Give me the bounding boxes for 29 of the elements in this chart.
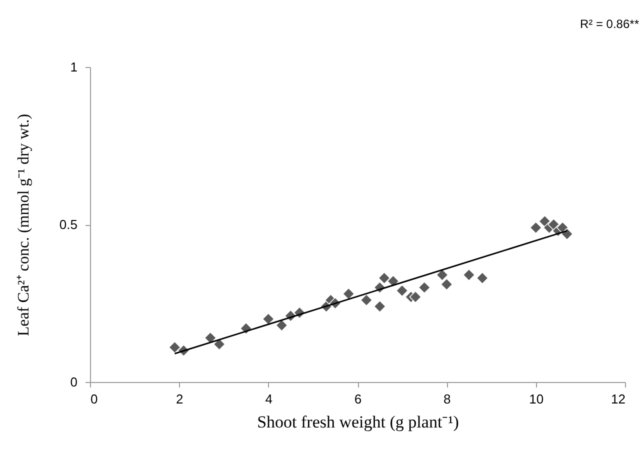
point	[387, 275, 400, 288]
point	[418, 281, 430, 294]
point	[262, 312, 274, 326]
point	[374, 300, 386, 312]
x-tick-label: 10	[529, 392, 544, 406]
point	[530, 222, 542, 234]
x-tick-label: 8	[444, 392, 451, 406]
y-axis-title: Leaf Ca²⁺ conc. (mmol g⁻¹ dry wt.)	[15, 114, 32, 336]
point	[276, 319, 288, 332]
point	[396, 284, 408, 297]
point	[342, 288, 355, 300]
point	[409, 290, 422, 304]
point	[378, 272, 390, 284]
point	[560, 228, 574, 240]
x-tick-label: 2	[176, 392, 184, 406]
x-axis-title: Shoot fresh weight (g plant⁻¹)	[257, 412, 459, 432]
point	[440, 278, 453, 290]
y-tick-label: 0.5	[59, 217, 78, 232]
x-tick-label: 4	[265, 392, 272, 406]
point	[476, 272, 488, 284]
point	[168, 341, 181, 354]
y-tick-label: 0	[70, 374, 78, 390]
point	[462, 268, 476, 281]
x-tick-label: 6	[354, 392, 362, 406]
point	[360, 294, 373, 306]
x-tick-label: 0	[90, 392, 98, 406]
x-tick-label: 12	[611, 392, 626, 406]
y-tick-label: 1	[70, 60, 78, 74]
text: R² = 0.86**	[580, 17, 639, 31]
